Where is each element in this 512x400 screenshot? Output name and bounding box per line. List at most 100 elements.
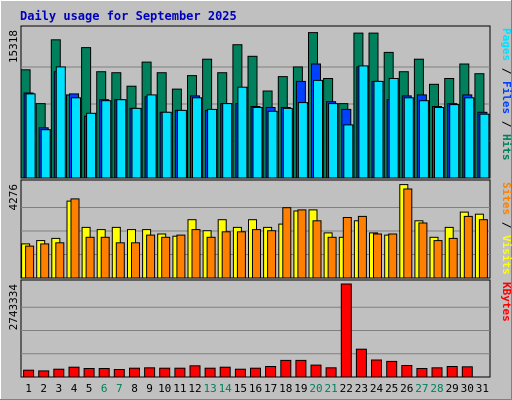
legend-entry: Visits — [500, 235, 512, 275]
bar-sites-day-11 — [176, 234, 186, 279]
day-label: 24 — [370, 382, 384, 395]
legend-entry: KBytes — [500, 282, 512, 322]
legend-entry: / — [500, 215, 512, 235]
day-label: 29 — [446, 382, 459, 395]
bar-pages-day-13 — [207, 108, 218, 179]
bars-visits-sites — [21, 184, 488, 279]
bar-pages-day-28 — [434, 107, 444, 179]
bar-sites-day-30 — [463, 215, 473, 279]
bar-kbytes-day-23 — [355, 348, 367, 378]
bar-sites-day-21 — [327, 236, 337, 279]
bar-pages-day-24 — [373, 80, 384, 179]
bar-kbytes-day-3 — [53, 368, 65, 378]
bar-pages-day-9 — [146, 94, 157, 179]
bar-pages-day-16 — [252, 107, 263, 179]
bar-pages-day-26 — [403, 97, 414, 179]
bar-kbytes-day-18 — [280, 359, 292, 378]
day-label: 19 — [294, 382, 307, 395]
bar-sites-day-4 — [70, 198, 80, 279]
bar-sites-day-31 — [478, 219, 488, 279]
day-label: 20 — [309, 382, 322, 395]
bar-sites-day-8 — [131, 242, 140, 279]
bar-kbytes-day-20 — [310, 364, 322, 378]
day-label: 11 — [173, 382, 186, 395]
panel-visits-sites: 4276 Sites / Visits — [7, 179, 512, 279]
bar-kbytes-day-27 — [416, 368, 428, 378]
day-label: 28 — [430, 382, 443, 395]
legend-entry: Files — [500, 81, 512, 114]
axis-max-label: 15318 — [7, 30, 20, 63]
bar-pages-day-30 — [464, 97, 475, 179]
day-label: 13 — [203, 382, 216, 395]
bar-sites-day-2 — [40, 243, 50, 279]
bar-pages-day-29 — [449, 104, 460, 179]
bar-kbytes-day-13 — [204, 367, 216, 378]
bar-kbytes-day-1 — [23, 369, 35, 378]
bar-sites-day-17 — [267, 230, 277, 279]
bar-sites-day-23 — [357, 215, 367, 279]
day-axis-labels: 1 2 3 4 5 6 7 8 9 10 11 12 13 14 15 16 17 18 19 20 21 22 23 24 2… — [25, 382, 489, 395]
day-label: 2 — [40, 382, 47, 395]
day-label: 30 — [461, 382, 474, 395]
bar-pages-day-15 — [237, 86, 248, 179]
bar-sites-day-22 — [342, 217, 352, 279]
bar-pages-day-4 — [71, 97, 81, 179]
bar-sites-day-27 — [418, 222, 428, 279]
bar-sites-day-29 — [448, 237, 458, 279]
day-label: 1 — [25, 382, 32, 395]
bar-pages-day-3 — [55, 66, 66, 179]
day-label: 17 — [264, 382, 277, 395]
day-label: 21 — [324, 382, 337, 395]
bar-pages-day-31 — [479, 113, 490, 179]
day-label: 25 — [385, 382, 398, 395]
day-label: 16 — [249, 382, 262, 395]
bar-pages-day-21 — [328, 103, 339, 179]
day-label: 31 — [476, 382, 489, 395]
bar-kbytes-day-25 — [386, 360, 398, 378]
bar-pages-day-23 — [358, 65, 369, 179]
bar-sites-day-26 — [403, 188, 413, 279]
bar-kbytes-day-11 — [174, 367, 186, 378]
bar-kbytes-day-26 — [401, 365, 413, 378]
legend-entry: Pages — [500, 28, 512, 61]
bar-pages-day-25 — [388, 78, 399, 179]
bar-sites-day-16 — [252, 229, 261, 279]
bar-pages-day-27 — [418, 100, 429, 179]
bar-kbytes-day-30 — [461, 366, 473, 378]
bar-kbytes-day-29 — [446, 366, 458, 378]
bar-kbytes-day-10 — [159, 367, 171, 378]
panel-kbytes: 2743334 KBytes — [7, 279, 512, 378]
day-label: 15 — [234, 382, 247, 395]
legend-entry: / — [500, 114, 512, 134]
panel-legend: KBytes — [500, 282, 512, 322]
bar-pages-day-18 — [282, 107, 293, 179]
day-label: 10 — [158, 382, 171, 395]
bar-kbytes-day-5 — [83, 368, 95, 378]
bar-kbytes-day-4 — [68, 366, 80, 378]
bar-kbytes-day-2 — [38, 370, 50, 378]
bar-pages-day-11 — [176, 109, 187, 179]
day-label: 9 — [146, 382, 153, 395]
bars-kbytes — [23, 283, 473, 378]
bar-pages-day-5 — [86, 112, 97, 179]
bar-sites-day-7 — [115, 242, 125, 279]
bar-sites-day-20 — [312, 220, 322, 279]
day-label: 23 — [355, 382, 368, 395]
bar-kbytes-day-7 — [113, 369, 125, 378]
bar-sites-day-25 — [388, 233, 398, 279]
bar-pages-day-1 — [25, 93, 36, 179]
bar-kbytes-day-14 — [219, 366, 231, 378]
bar-pages-day-7 — [116, 99, 127, 179]
bar-sites-day-15 — [236, 231, 246, 279]
bar-pages-day-2 — [40, 129, 51, 179]
bar-kbytes-day-8 — [129, 367, 140, 378]
bar-sites-day-3 — [55, 242, 65, 279]
bar-sites-day-28 — [433, 240, 443, 279]
bar-pages-day-19 — [297, 102, 308, 179]
bar-sites-day-19 — [297, 209, 307, 279]
chart-panels: 15318 Pages / Files / Hits 4276 Sites / Vis… — [7, 25, 512, 378]
day-label: 18 — [279, 382, 292, 395]
day-label: 6 — [101, 382, 108, 395]
bar-sites-day-10 — [161, 236, 171, 279]
